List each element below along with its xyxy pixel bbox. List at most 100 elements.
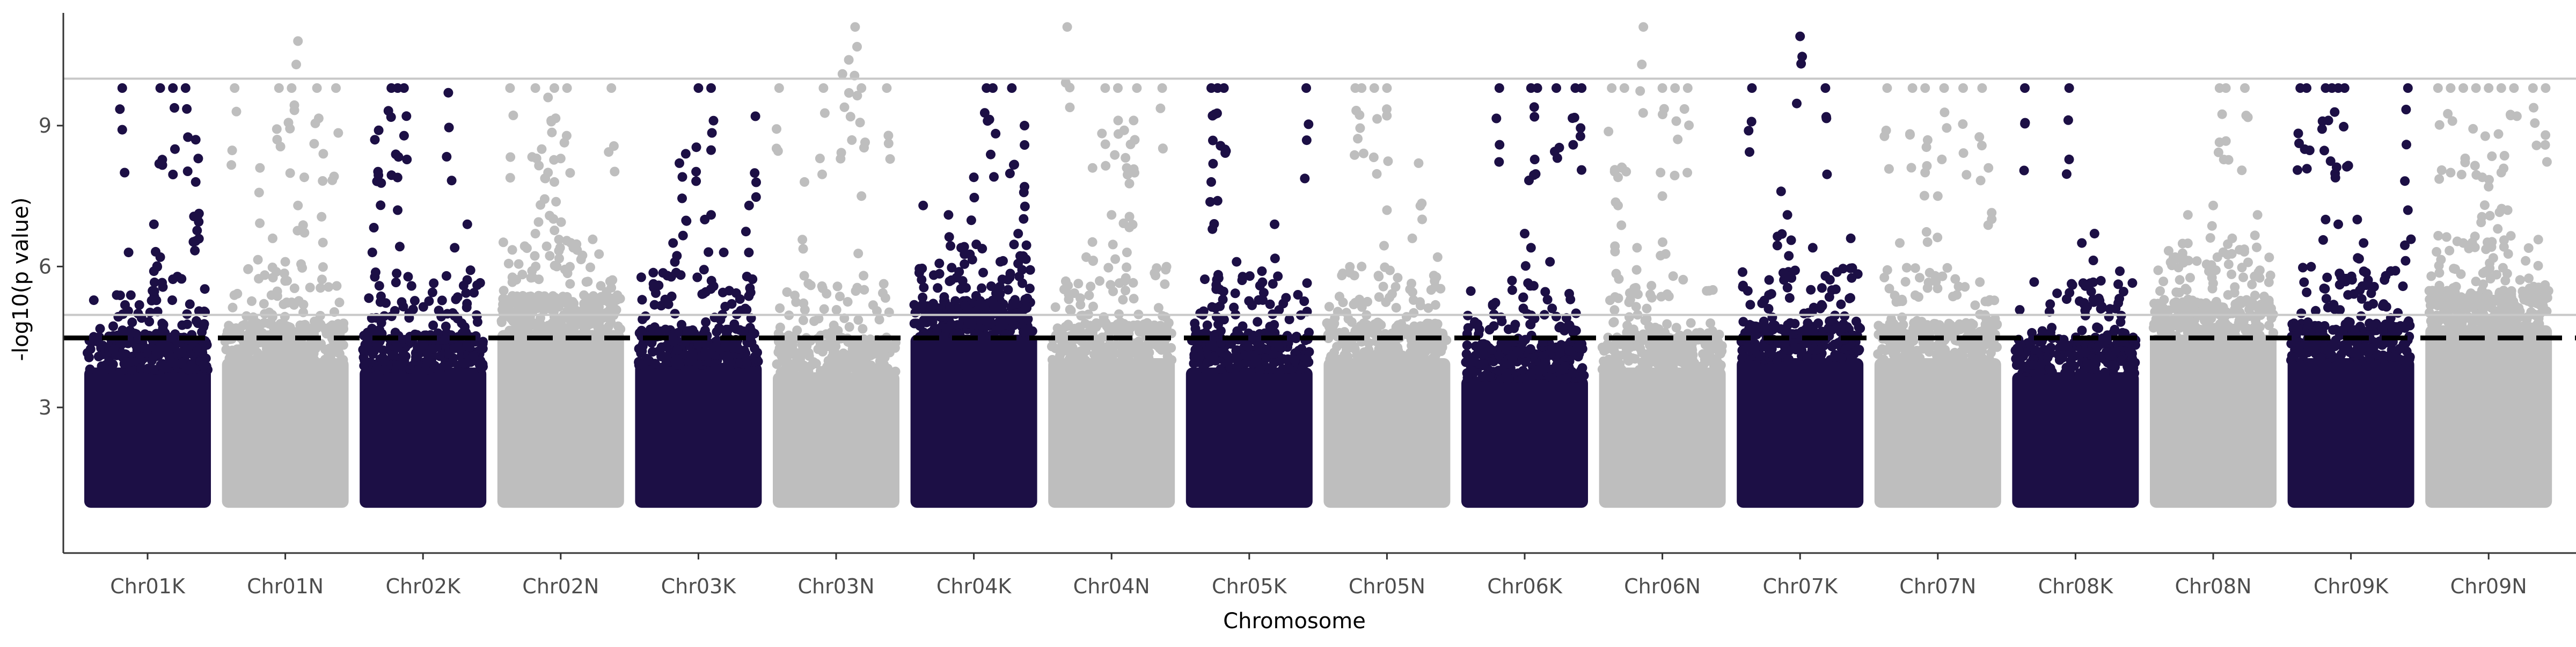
peak-point (1820, 83, 1831, 93)
point (398, 302, 408, 312)
peak-point (706, 210, 716, 220)
point (1815, 353, 1825, 364)
point (984, 114, 994, 125)
point (1950, 347, 1960, 358)
point (1985, 295, 1995, 305)
point (411, 352, 421, 362)
peak-point (2403, 205, 2413, 215)
peak-point (850, 22, 860, 32)
point (1565, 294, 1576, 304)
peak-point (1119, 125, 1129, 135)
point (1190, 324, 1201, 334)
point (550, 226, 560, 236)
point (2154, 321, 2164, 331)
peak-point (1682, 83, 1693, 93)
point (989, 172, 999, 182)
point (2118, 287, 2128, 297)
point (1624, 312, 1634, 322)
peak-point (1552, 83, 1561, 93)
peak-point (550, 177, 559, 187)
point (507, 245, 517, 255)
point (1391, 282, 1401, 292)
point (677, 193, 687, 203)
point (1408, 287, 1417, 297)
point (2334, 268, 2345, 279)
point (798, 315, 808, 325)
point (883, 130, 894, 141)
point (1690, 360, 1701, 370)
point (928, 270, 939, 280)
point (835, 292, 845, 302)
peak-point (155, 252, 165, 262)
point (429, 344, 439, 354)
peak-point (844, 55, 854, 65)
point (1751, 321, 1761, 331)
point (115, 104, 125, 114)
point (650, 359, 661, 369)
point (1970, 300, 1980, 310)
point (1846, 293, 1855, 303)
point (272, 340, 282, 350)
point (2319, 283, 2329, 294)
point (1278, 299, 1289, 309)
point (108, 321, 118, 331)
point (1103, 263, 1114, 273)
point (855, 118, 865, 128)
point (1209, 219, 1219, 229)
point (2180, 255, 2190, 265)
point (2296, 308, 2307, 318)
point (1101, 161, 1111, 171)
point (1065, 354, 1075, 364)
point (772, 359, 782, 369)
point (1836, 299, 1846, 309)
point (459, 358, 469, 368)
point (140, 343, 150, 353)
point (2286, 355, 2296, 365)
point (498, 237, 508, 248)
point (819, 108, 830, 118)
point (200, 284, 210, 294)
point (1073, 279, 1084, 289)
point (1986, 348, 1996, 358)
point (2404, 354, 2414, 364)
point (2043, 353, 2053, 363)
point (1020, 140, 1030, 150)
point (387, 350, 398, 360)
point (1230, 288, 1240, 299)
dense-points-Chr05K (1185, 367, 1313, 508)
dense-points-Chr03N (773, 372, 899, 508)
point (2264, 252, 2274, 263)
point (462, 299, 472, 309)
peak-point (1382, 205, 1392, 215)
point (1608, 317, 1619, 328)
point (401, 111, 412, 121)
point (452, 292, 463, 302)
point (1548, 373, 1558, 383)
point (932, 325, 942, 336)
point (1806, 285, 1816, 295)
point (1659, 104, 1669, 114)
point (1529, 102, 1539, 112)
point (2061, 294, 2072, 304)
point (182, 166, 193, 176)
point (250, 343, 260, 353)
point (1238, 321, 1248, 331)
point (255, 218, 265, 228)
point (1937, 154, 1947, 164)
point (391, 149, 401, 159)
point (2070, 351, 2080, 361)
point (819, 304, 829, 314)
peak-point (1382, 83, 1392, 93)
point (280, 311, 290, 322)
point (562, 268, 573, 278)
point (836, 154, 846, 164)
point (1100, 317, 1110, 327)
point (1252, 354, 1262, 364)
peak-point (857, 83, 867, 93)
point (1554, 142, 1564, 152)
peak-point (2403, 83, 2413, 93)
point (172, 272, 182, 282)
point (1520, 357, 1531, 367)
peak-point (1958, 83, 1968, 93)
point (1153, 303, 1163, 313)
